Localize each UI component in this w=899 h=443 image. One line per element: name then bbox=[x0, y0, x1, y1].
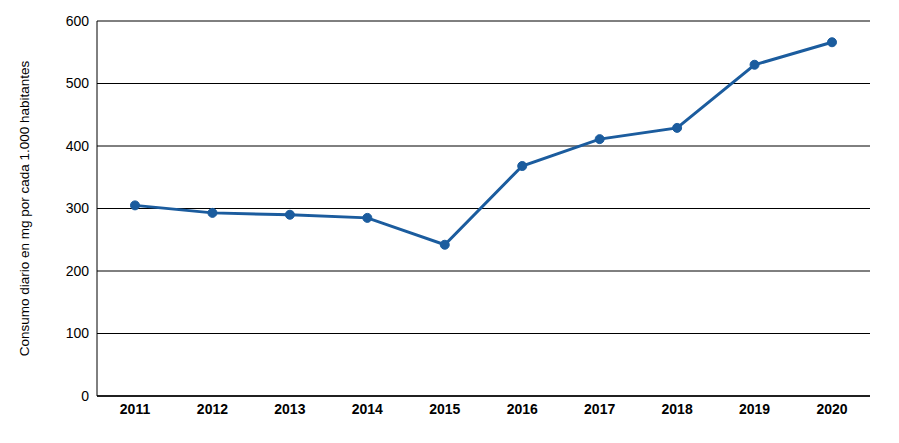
svg-text:2020: 2020 bbox=[816, 401, 847, 417]
svg-text:2016: 2016 bbox=[507, 401, 538, 417]
svg-text:100: 100 bbox=[66, 325, 90, 341]
svg-text:600: 600 bbox=[66, 13, 90, 29]
svg-text:2018: 2018 bbox=[662, 401, 693, 417]
svg-text:400: 400 bbox=[66, 138, 90, 154]
svg-text:2017: 2017 bbox=[584, 401, 615, 417]
svg-text:500: 500 bbox=[66, 75, 90, 91]
svg-text:200: 200 bbox=[66, 263, 90, 279]
svg-text:2019: 2019 bbox=[739, 401, 770, 417]
svg-text:2013: 2013 bbox=[274, 401, 305, 417]
svg-text:Consumo diario en mg por cada: Consumo diario en mg por cada 1.000 habi… bbox=[17, 60, 32, 356]
svg-text:300: 300 bbox=[66, 200, 90, 216]
svg-text:0: 0 bbox=[81, 388, 89, 404]
svg-text:2014: 2014 bbox=[352, 401, 383, 417]
svg-text:2012: 2012 bbox=[197, 401, 228, 417]
svg-text:2015: 2015 bbox=[429, 401, 460, 417]
svg-text:2011: 2011 bbox=[120, 401, 151, 417]
